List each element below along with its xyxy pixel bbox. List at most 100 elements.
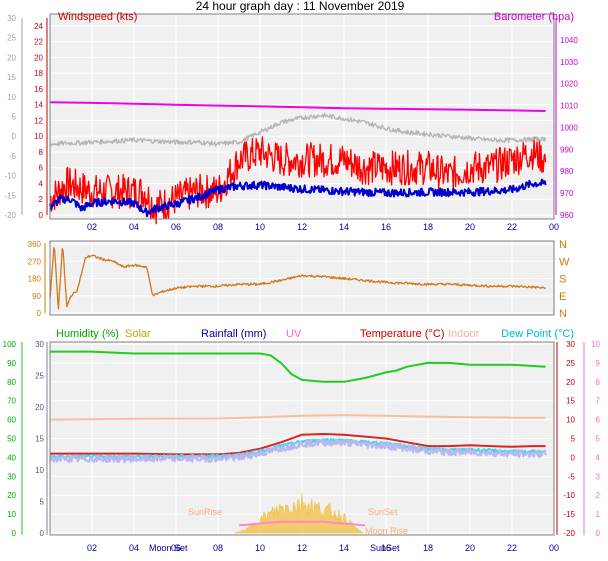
bottom-x-tick-labels: 02 04 06 08 10 12 14 16 18 20 22 00 <box>87 543 559 553</box>
humidity-tick-100: 100 <box>3 340 17 349</box>
solar-label: Solar <box>125 328 151 340</box>
top-x-tick-12: 12 <box>297 222 307 232</box>
uv-tick-labels: 0 1 2 3 4 5 6 7 8 9 10 <box>591 340 600 538</box>
barometer-tick-980: 980 <box>560 167 574 176</box>
compass-label-4: N <box>559 308 567 320</box>
compass-label-3: E <box>559 291 566 303</box>
barometer-tick-970: 970 <box>560 189 574 198</box>
windspeed-tick-4: 4 <box>39 179 44 188</box>
direction-tick-270: 270 <box>28 257 42 266</box>
humidity-series-line <box>50 350 546 383</box>
rainfall-tick-25: 25 <box>35 372 44 381</box>
barometer-series-line <box>49 101 546 112</box>
humidity-tick-20: 20 <box>7 491 16 500</box>
compass-label-2: S <box>559 274 566 286</box>
uv-tick-9: 9 <box>596 359 601 368</box>
sunset-annotation: SunSet <box>368 507 398 517</box>
direction-plot-frame <box>49 240 555 316</box>
temperature-tick-5: 5 <box>571 435 576 444</box>
top-x-tick-14: 14 <box>339 222 349 232</box>
top-x-tick-labels: 02 04 06 08 10 12 14 16 18 20 22 00 <box>87 222 559 232</box>
uv-tick-4: 4 <box>596 453 601 462</box>
moon-set-annotation: Moon Set <box>149 543 188 553</box>
windspeed-tick-10: 10 <box>34 132 43 141</box>
bottom-x-tick-06: 06 <box>171 543 181 553</box>
indoor-label: Indoor <box>448 328 480 340</box>
far-left-tick-25: 25 <box>7 34 16 43</box>
humidity-tick-90: 90 <box>7 359 16 368</box>
humidity-tick-0: 0 <box>12 529 17 538</box>
wind-direction-series-line <box>49 247 547 310</box>
top-series-layer <box>49 101 547 225</box>
windspeed-tick-0: 0 <box>39 211 44 220</box>
humidity-tick-10: 10 <box>7 510 16 519</box>
direction-series-layer <box>49 247 547 310</box>
bottom-plot-frame <box>49 341 555 536</box>
windspeed-tick-16: 16 <box>34 85 43 94</box>
direction-tick-180: 180 <box>28 275 42 284</box>
far-left-tick-15: 15 <box>7 73 16 82</box>
humidity-tick-40: 40 <box>7 453 16 462</box>
humidity-label: Humidity (%) <box>56 328 119 340</box>
windspeed-tick-8: 8 <box>39 148 44 157</box>
chart-title: 24 hour graph day : 11 November 2019 <box>196 0 405 13</box>
rainfall-tick-20: 20 <box>35 403 44 412</box>
bottom-x-tick-00: 00 <box>549 543 559 553</box>
humidity-tick-70: 70 <box>7 397 16 406</box>
dew-point-band-series-line <box>49 438 547 464</box>
uv-series-line <box>238 520 366 527</box>
humidity-tick-80: 80 <box>7 378 16 387</box>
bottom-x-tick-20: 20 <box>465 543 475 553</box>
temperature-series-line <box>50 433 546 456</box>
barometer-tick-1020: 1020 <box>560 80 578 89</box>
top-plot-frame <box>49 13 555 220</box>
temperature-tick-0: 0 <box>571 453 576 462</box>
top-x-tick-04: 04 <box>129 222 139 232</box>
rainfall-tick-labels: 0 5 10 15 20 25 30 <box>35 340 44 538</box>
rainfall-tick-15: 15 <box>35 435 44 444</box>
rainfall-tick-0: 0 <box>40 529 45 538</box>
barometer-tick-1030: 1030 <box>560 58 578 67</box>
temperature-label: Temperature (°C) <box>360 328 444 340</box>
far-left-tick-labels: -20 -15 -10 -5 0 5 10 15 20 25 30 <box>4 14 16 220</box>
windspeed-tick-6: 6 <box>39 164 44 173</box>
temperature-tick-20: 20 <box>566 378 575 387</box>
far-left-tick-5: 5 <box>12 113 17 122</box>
uv-tick-10: 10 <box>591 340 600 349</box>
humidity-tick-50: 50 <box>7 435 16 444</box>
bottom-x-tick-16: 16 <box>381 543 391 553</box>
windspeed-axis-label: Windspeed (kts) <box>58 11 137 23</box>
uv-tick-8: 8 <box>596 378 601 387</box>
humidity-tick-60: 60 <box>7 416 16 425</box>
sunrise-annotation: SunRise <box>188 507 222 517</box>
moon-rise-annotation: Moon Rise <box>365 526 408 536</box>
barometer-tick-990: 990 <box>560 145 574 154</box>
humidity-tick-labels: 0 10 20 30 40 50 60 70 80 90 100 <box>3 340 17 538</box>
uv-tick-0: 0 <box>596 529 601 538</box>
top-x-tick-06: 06 <box>171 222 181 232</box>
rainfall-label: Rainfall (mm) <box>201 328 266 340</box>
top-x-tick-00: 00 <box>549 222 559 232</box>
far-left-tick-0: 0 <box>12 132 17 141</box>
temperature-tick-minus10: -10 <box>563 491 575 500</box>
bottom-x-tick-18: 18 <box>423 543 433 553</box>
rainfall-tick-30: 30 <box>35 340 44 349</box>
barometer-tick-1010: 1010 <box>560 102 578 111</box>
temperature-tick-15: 15 <box>566 397 575 406</box>
bottom-x-tick-02: 02 <box>87 543 97 553</box>
temperature-tick-minus15: -15 <box>563 510 575 519</box>
uv-tick-1: 1 <box>596 510 601 519</box>
uv-tick-3: 3 <box>596 472 601 481</box>
temperature-tick-minus5: -5 <box>568 472 576 481</box>
uv-tick-6: 6 <box>596 416 601 425</box>
far-left-tick-minus10: -10 <box>4 172 16 181</box>
average-series-line <box>49 178 547 218</box>
top-x-tick-18: 18 <box>423 222 433 232</box>
top-x-tick-08: 08 <box>213 222 223 232</box>
temperature-tick-30: 30 <box>566 340 575 349</box>
bottom-x-tick-12: 12 <box>297 543 307 553</box>
bottom-x-tick-08: 08 <box>213 543 223 553</box>
rainfall-tick-5: 5 <box>40 498 45 507</box>
